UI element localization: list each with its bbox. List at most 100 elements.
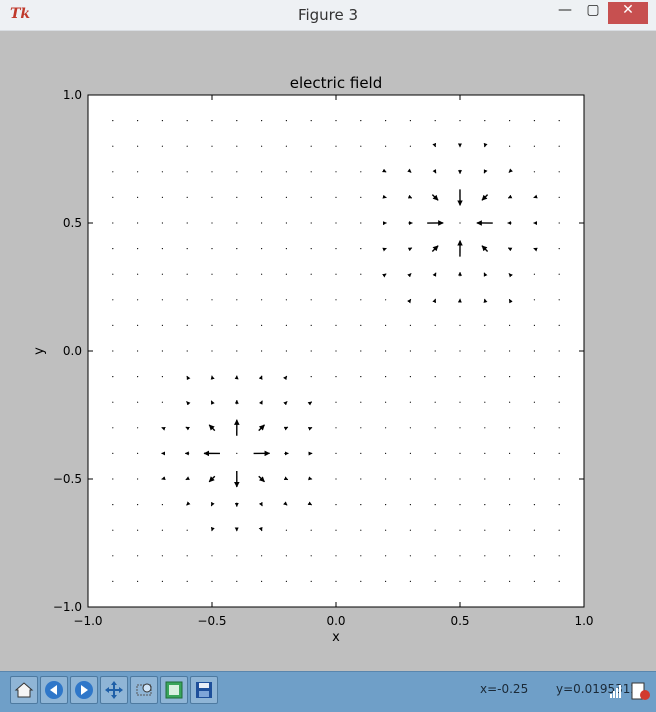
move-icon [104, 680, 124, 700]
field-vector [559, 530, 560, 531]
field-vector [311, 504, 312, 505]
field-vector [385, 299, 386, 300]
zoom-rect-icon [134, 680, 154, 700]
field-vector [534, 478, 535, 479]
field-vector [385, 376, 386, 377]
field-vector [162, 376, 163, 377]
field-vector [360, 402, 361, 403]
field-vector [311, 222, 312, 223]
field-vector [335, 402, 336, 403]
field-vector [137, 248, 138, 249]
field-vector [162, 325, 163, 326]
field-vector [534, 350, 535, 351]
title-bar[interactable]: Tk Figure 3 — ▢ ✕ [0, 0, 656, 31]
field-vector [335, 376, 336, 377]
field-vector [261, 529, 262, 530]
field-vector [534, 581, 535, 582]
field-vector [335, 248, 336, 249]
field-vector [311, 350, 312, 351]
maximize-button[interactable]: ▢ [578, 2, 608, 24]
field-vector [360, 197, 361, 198]
y-tick-label: 0.5 [63, 216, 82, 230]
field-vector [335, 222, 336, 223]
field-vector [484, 402, 485, 403]
close-button[interactable]: ✕ [608, 2, 648, 24]
field-vector [187, 530, 188, 531]
field-vector [311, 197, 312, 198]
field-vector [484, 478, 485, 479]
field-vector [211, 222, 212, 223]
field-vector [137, 530, 138, 531]
minimize-button[interactable]: — [550, 2, 580, 24]
field-vector [236, 120, 237, 121]
field-vector [335, 350, 336, 351]
field-vector [187, 171, 188, 172]
field-vector [534, 299, 535, 300]
field-vector [162, 222, 163, 223]
field-vector [385, 453, 386, 454]
field-vector [559, 581, 560, 582]
field-vector [484, 376, 485, 377]
field-vector [137, 350, 138, 351]
field-vector [112, 120, 113, 121]
field-vector [112, 350, 113, 351]
field-vector [310, 427, 312, 428]
field-vector [311, 555, 312, 556]
field-vector [261, 325, 262, 326]
field-vector [534, 530, 535, 531]
save-button[interactable] [190, 676, 218, 704]
system-tray-icons [608, 680, 654, 702]
field-vector [435, 453, 436, 454]
minimize-icon: — [558, 2, 572, 18]
field-vector [112, 478, 113, 479]
field-vector [559, 146, 560, 147]
field-vector [211, 325, 212, 326]
field-vector [410, 299, 411, 300]
field-vector [459, 325, 460, 326]
field-vector [509, 350, 510, 351]
forward-button[interactable] [70, 676, 98, 704]
field-vector [459, 581, 460, 582]
field-vector [335, 453, 336, 454]
field-vector [360, 504, 361, 505]
field-vector [137, 197, 138, 198]
back-button[interactable] [40, 676, 68, 704]
x-tick-label: 0.0 [326, 614, 345, 628]
field-vector [261, 197, 262, 198]
field-vector [484, 555, 485, 556]
field-vector [335, 581, 336, 582]
field-vector [162, 581, 163, 582]
zoom-button[interactable] [130, 676, 158, 704]
field-vector [112, 171, 113, 172]
field-vector [162, 402, 163, 403]
field-vector [559, 325, 560, 326]
home-button[interactable] [10, 676, 38, 704]
pan-button[interactable] [100, 676, 128, 704]
field-vector [410, 146, 411, 147]
field-vector [187, 222, 188, 223]
home-icon [14, 680, 34, 700]
field-vector [459, 478, 460, 479]
field-vector [435, 478, 436, 479]
field-vector [211, 581, 212, 582]
field-vector [484, 427, 485, 428]
field-vector [509, 146, 510, 147]
field-vector [162, 146, 163, 147]
field-vector [559, 222, 560, 223]
field-vector [137, 171, 138, 172]
field-vector [484, 350, 485, 351]
x-coordinate-readout: x=-0.25 [480, 682, 528, 696]
field-vector [410, 325, 411, 326]
configure-subplots-button[interactable] [160, 676, 188, 704]
field-vector [559, 274, 560, 275]
status-icons [608, 680, 654, 702]
field-vector [112, 427, 113, 428]
field-vector [360, 350, 361, 351]
field-vector [559, 427, 560, 428]
field-vector [236, 325, 237, 326]
field-vector [335, 146, 336, 147]
field-vector [261, 120, 262, 121]
field-vector [360, 325, 361, 326]
field-vector [187, 146, 188, 147]
